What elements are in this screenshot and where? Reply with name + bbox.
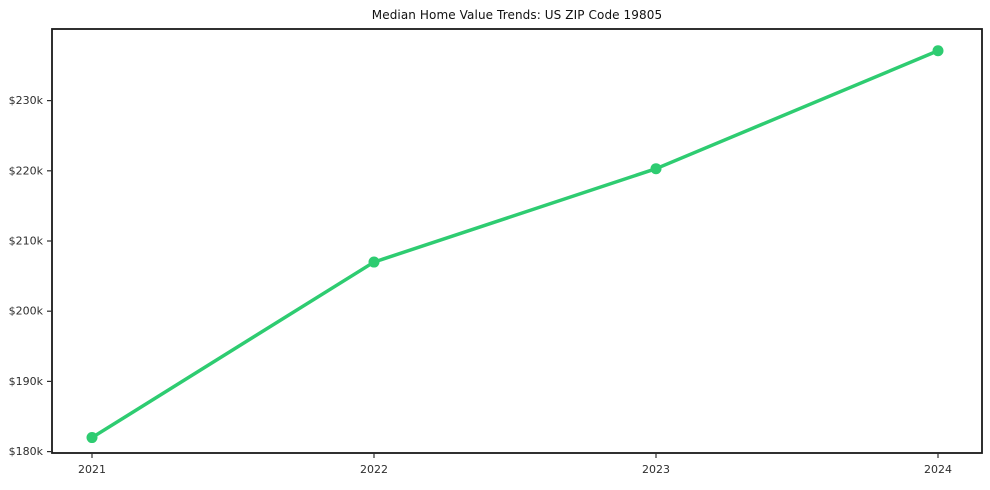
chart-title: Median Home Value Trends: US ZIP Code 19… <box>371 8 663 22</box>
data-point-marker <box>368 256 380 268</box>
y-tick-label: $180k <box>9 445 44 458</box>
data-point-marker <box>86 432 98 444</box>
series-line <box>90 49 940 440</box>
x-tick-label: 2021 <box>78 463 106 476</box>
data-point-marker <box>932 45 944 57</box>
y-tick-label: $230k <box>9 94 44 107</box>
plot-border <box>51 28 983 454</box>
x-tick-label: 2024 <box>924 463 952 476</box>
x-tick-label: 2023 <box>642 463 670 476</box>
y-tick-label: $190k <box>9 375 44 388</box>
x-tick-label: 2022 <box>360 463 388 476</box>
y-tick-label: $200k <box>9 305 44 318</box>
data-point-marker <box>650 163 662 175</box>
y-tick-label: $210k <box>9 235 44 248</box>
y-tick-label: $220k <box>9 164 44 177</box>
